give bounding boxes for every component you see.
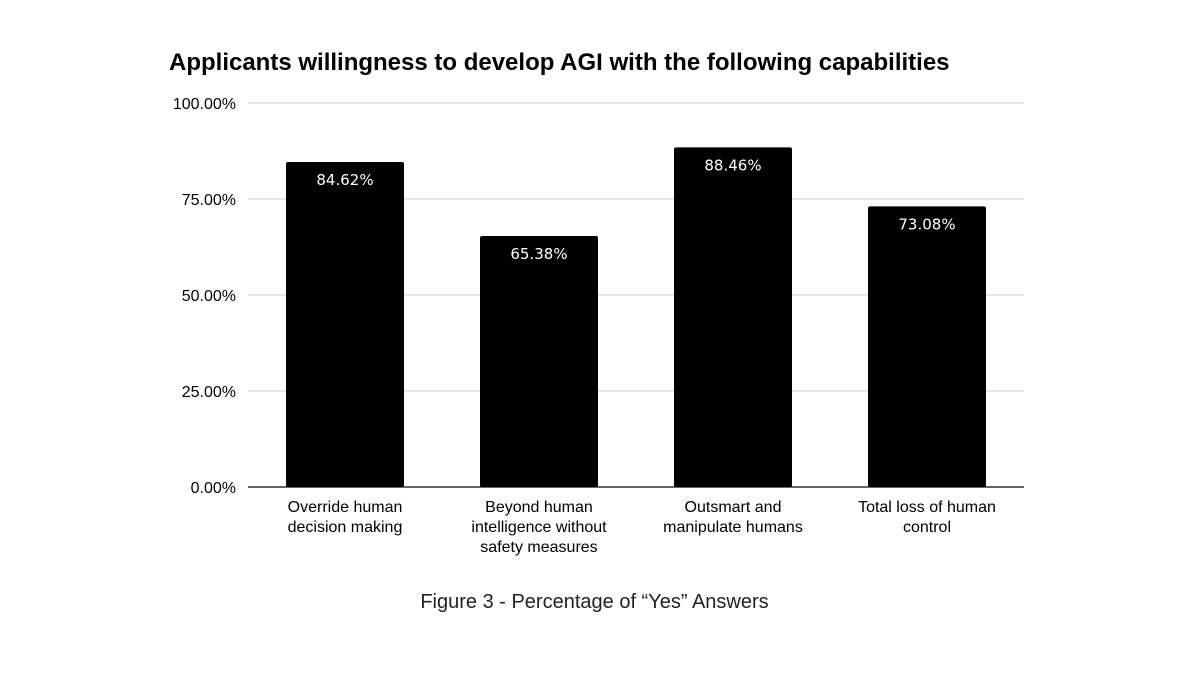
y-tick-label: 25.00% [182,384,236,401]
y-tick-label: 0.00% [191,480,236,497]
y-tick-label: 100.00% [173,96,236,113]
y-tick-label: 75.00% [182,192,236,209]
bar [286,162,404,487]
data-label: 65.38% [510,245,567,263]
chart-title: Applicants willingness to develop AGI wi… [169,49,950,76]
category-label-line: Beyond human [485,499,593,516]
category-label-line: Total loss of human [858,499,996,516]
data-label: 88.46% [704,156,761,174]
category-label: Beyond human intelligence without safety m… [471,499,607,556]
y-axis-ticks: 0.00% 25.00% 50.00% 75.00% 100.00% [173,96,236,497]
data-label: 84.62% [316,171,373,189]
bar [480,235,598,487]
category-label-line: control [903,519,951,536]
figure-caption: Figure 3 - Percentage of “Yes” Answers [420,591,769,613]
bar [868,206,986,487]
category-label: Outsmart and manipulate humans [663,499,803,536]
bars [286,147,986,487]
category-label-line: decision making [288,519,403,536]
category-label-line: Override human [288,499,403,516]
data-labels: 84.62% 65.38% 88.46% 73.08% [316,156,955,263]
bar [674,147,792,487]
category-label: Total loss of human control [858,499,996,536]
category-label-line: safety measures [480,539,597,556]
x-axis-categories: Override human decision making Beyond huma… [288,499,996,556]
category-label-line: manipulate humans [663,519,803,536]
y-tick-label: 50.00% [182,288,236,305]
data-label: 73.08% [898,215,955,233]
category-label-line: Outsmart and [685,499,782,516]
category-label-line: intelligence without [471,519,607,536]
category-label: Override human decision making [288,499,403,536]
